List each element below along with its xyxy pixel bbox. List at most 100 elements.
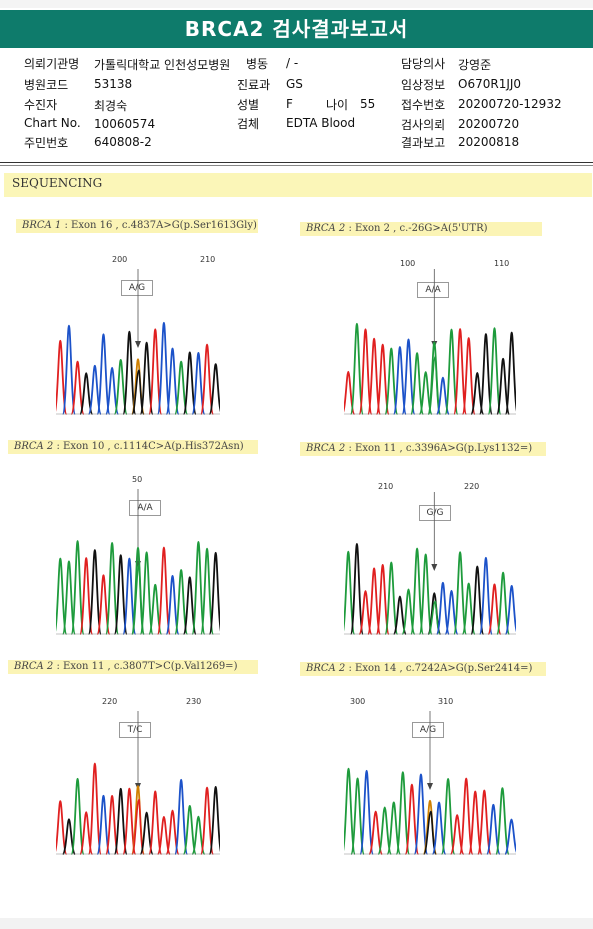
trace-peak (70, 777, 85, 855)
position-label: 200 (112, 255, 128, 264)
trace-peak (495, 787, 510, 855)
pointer-arrow (427, 783, 433, 790)
age-label: 나이 (326, 98, 349, 112)
trace-peak (174, 360, 189, 415)
trace (56, 489, 220, 635)
specimen-label: 검체 (237, 117, 260, 131)
department-label: 진료과 (237, 78, 271, 92)
trace-peak (410, 352, 425, 415)
clinical-info-label: 임상정보 (401, 78, 446, 92)
position-label: 230 (186, 697, 202, 706)
trace-peak (174, 778, 189, 855)
trace-peak (191, 352, 206, 415)
trace (344, 492, 516, 635)
top-strip (0, 0, 593, 8)
trace-peak (165, 347, 180, 415)
report-title: BRCA2 검사결과보고서 (0, 10, 593, 48)
doctor-value: 강영준 (458, 58, 492, 72)
trace-peak (156, 321, 171, 415)
trace-peak (208, 551, 220, 635)
trace-peak (350, 777, 365, 855)
trace-peak (487, 583, 502, 635)
divider (0, 162, 593, 163)
position-label: 220 (102, 697, 118, 706)
chromatogram: AAATGTAGCAAATCAGAAG 50 A/A (56, 475, 220, 638)
chromatogram: AGTTTAGAAAGCCAAGCTAC 210 220 G/G (344, 478, 516, 638)
section-bar (4, 173, 592, 197)
variant-label: BRCA 1 : Exon 16 , c.4837A>G(p.Ser1613Gl… (16, 219, 258, 233)
trace-peak (148, 328, 163, 415)
variant-label: BRCA 2 : Exon 11 , c.3807T>C(p.Val1269=) (8, 660, 258, 674)
id-value: 640808-2 (94, 135, 152, 149)
trace-peak (182, 804, 197, 855)
trace-peak (199, 343, 215, 415)
institution-label: 의뢰기관명 (24, 57, 80, 71)
trace-peak (418, 553, 433, 635)
name-value: 최경숙 (94, 99, 128, 113)
gene-name: BRCA 2 (306, 663, 346, 674)
trace-peak (470, 565, 485, 635)
genotype-box: G/G (419, 505, 451, 521)
divider (0, 165, 593, 166)
position-label: 210 (200, 255, 216, 264)
trace-peak (70, 360, 85, 415)
trace-peak (349, 542, 364, 635)
trace-peak (182, 351, 197, 415)
variant-desc: : Exon 11 , c.3396A>G(p.Lys1132=) (345, 443, 533, 454)
gene-name: BRCA 2 (306, 443, 346, 454)
department-value: GS (286, 77, 303, 91)
trace-peak (359, 769, 374, 855)
trace-peak (79, 557, 94, 635)
trace-peak (139, 341, 154, 415)
position-label: 110 (494, 259, 510, 268)
trace-peak (148, 790, 163, 855)
genotype-box: A/A (417, 282, 449, 298)
trace-peak (358, 328, 373, 415)
trace-peak (344, 767, 356, 855)
trace-peak (122, 557, 137, 635)
section-title: SEQUENCING (12, 176, 103, 190)
trace-peak (131, 798, 145, 855)
chart-no-label: Chart No. (24, 116, 81, 130)
trace-peak (131, 564, 145, 635)
gene-name: BRCA 1 (22, 220, 62, 231)
trace-peak (453, 328, 468, 415)
trace-peak (413, 773, 429, 855)
variant-desc: : Exon 11 , c.3807T>C(p.Val1269=) (53, 661, 238, 672)
doctor-label: 담당의사 (401, 57, 446, 71)
variant-label: BRCA 2 : Exon 14 , c.7242A>G(p.Ser2414=) (300, 662, 546, 676)
trace-peak (174, 569, 189, 635)
trace-peak (113, 554, 128, 635)
trace-peak (113, 787, 128, 855)
trace-peak (122, 330, 137, 415)
trace (56, 711, 220, 855)
trace (56, 269, 220, 415)
trace-peak (156, 816, 171, 855)
trace-peak (367, 567, 382, 635)
trace-peak (461, 582, 476, 635)
request-label: 검사의뢰 (401, 118, 446, 132)
position-label: 210 (378, 482, 394, 491)
chart-no-value: 10060574 (94, 117, 156, 131)
bottom-strip (0, 918, 593, 929)
ward-value: / - (286, 56, 299, 70)
trace-peak (191, 541, 206, 635)
trace-peak (404, 783, 420, 855)
trace-peak (395, 771, 411, 855)
variant-desc: : Exon 2 , c.-26G>A(5'UTR) (345, 223, 488, 234)
gene-name: BRCA 2 (14, 661, 54, 672)
hospital-code-value: 53138 (94, 77, 133, 91)
chromatogram: TCTGCCCAGRGTCCAGCTG 200 210 A/G (56, 255, 220, 418)
trace-peak (440, 777, 456, 855)
trace-peak (504, 331, 516, 415)
institution-value: 가톨릭대학교 인천성모병원 (94, 58, 231, 72)
trace-peak (96, 333, 111, 415)
trace-peak (199, 547, 215, 635)
trace-peak (467, 790, 483, 855)
specimen-value: EDTA Blood (286, 116, 356, 130)
trace-peak (122, 787, 137, 855)
receipt-label: 접수번호 (401, 98, 446, 112)
trace-peak (392, 346, 407, 415)
trace-peak (367, 337, 382, 415)
trace-peak (377, 806, 393, 855)
